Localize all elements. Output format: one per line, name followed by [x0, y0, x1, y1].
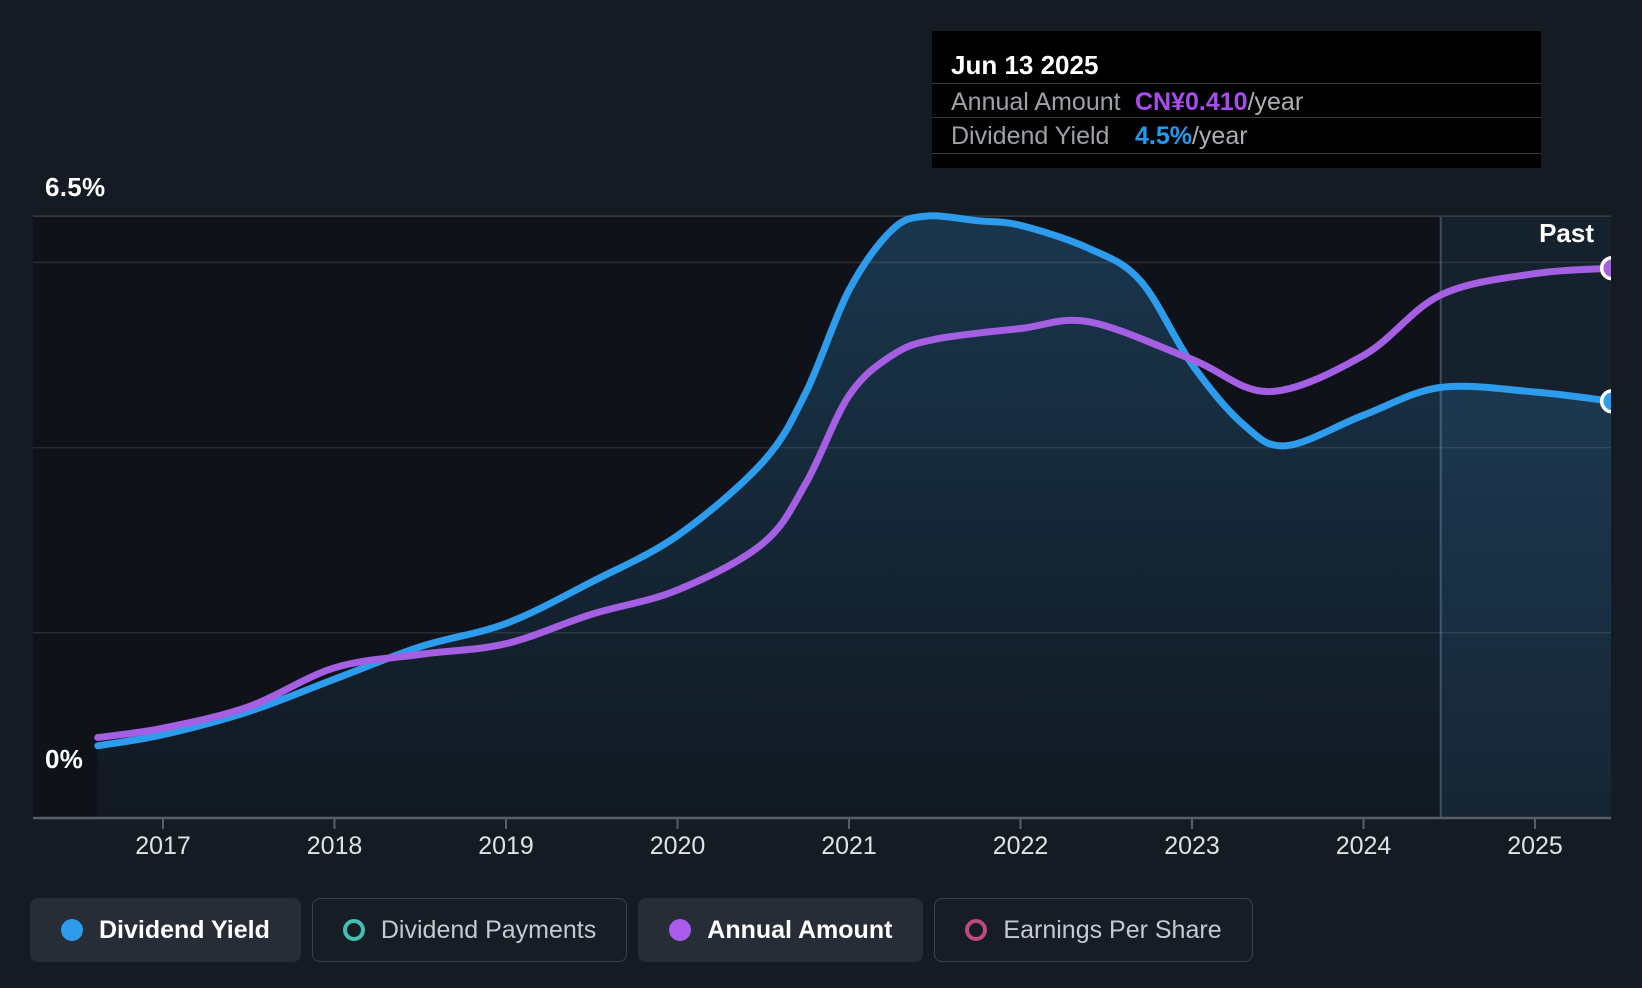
legend-toggle-dividend-yield[interactable]: Dividend Yield: [30, 898, 301, 962]
x-tick-label-2024: 2024: [1335, 832, 1392, 860]
y-axis-zero-label: 0%: [45, 744, 84, 774]
tooltip-annual-amount-label: Annual Amount: [951, 88, 1121, 116]
legend-label: Dividend Payments: [380, 915, 597, 944]
annual-amount-endpoint-marker: [1599, 255, 1611, 281]
x-tick-label-2022: 2022: [992, 832, 1049, 860]
x-tick-label-2020: 2020: [649, 832, 706, 860]
x-tick-label-2019: 2019: [478, 832, 534, 860]
annual-amount-dot-icon: [669, 919, 692, 941]
legend-label: Annual Amount: [707, 915, 893, 944]
legend-label: Earnings Per Share: [1003, 915, 1222, 944]
dividend-yield-dot-icon: [61, 919, 83, 941]
chart-legend: Dividend Yield Dividend Payments Annual …: [30, 898, 1253, 962]
tooltip-divider: [932, 153, 1541, 154]
annual-amount-line: [94, 264, 1611, 741]
legend-toggle-dividend-payments[interactable]: Dividend Payments: [311, 898, 628, 962]
legend-label: Dividend Yield: [99, 915, 270, 944]
chart-tooltip: Jun 13 2025 Annual Amount CN¥0.410/year …: [932, 31, 1541, 168]
tooltip-annual-amount-value: CN¥0.410/year: [1135, 88, 1304, 116]
tooltip-divider: [932, 117, 1541, 118]
x-tick-label-2018: 2018: [306, 832, 363, 860]
x-tick-label-2025: 2025: [1507, 832, 1563, 860]
x-tick-label-2021: 2021: [821, 832, 877, 860]
x-tick-label-2023: 2023: [1164, 832, 1220, 860]
past-period-label: Past: [1539, 218, 1594, 248]
earnings-per-share-ring-icon: [965, 919, 988, 941]
dividend-yield-area: [97, 215, 1611, 818]
tooltip-dividend-yield-label: Dividend Yield: [951, 122, 1110, 150]
tooltip-dividend-yield-value: 4.5%/year: [1135, 122, 1248, 150]
y-axis-max-label: 6.5%: [45, 172, 106, 202]
tooltip-date: Jun 13 2025: [951, 50, 1099, 80]
legend-toggle-earnings-per-share[interactable]: Earnings Per Share: [934, 898, 1253, 962]
x-tick-label-2017: 2017: [135, 832, 191, 860]
dividend-payments-ring-icon: [342, 919, 365, 941]
legend-toggle-annual-amount[interactable]: Annual Amount: [638, 898, 924, 962]
dividend-yield-endpoint-marker: [1599, 389, 1611, 414]
tooltip-divider: [932, 83, 1541, 84]
